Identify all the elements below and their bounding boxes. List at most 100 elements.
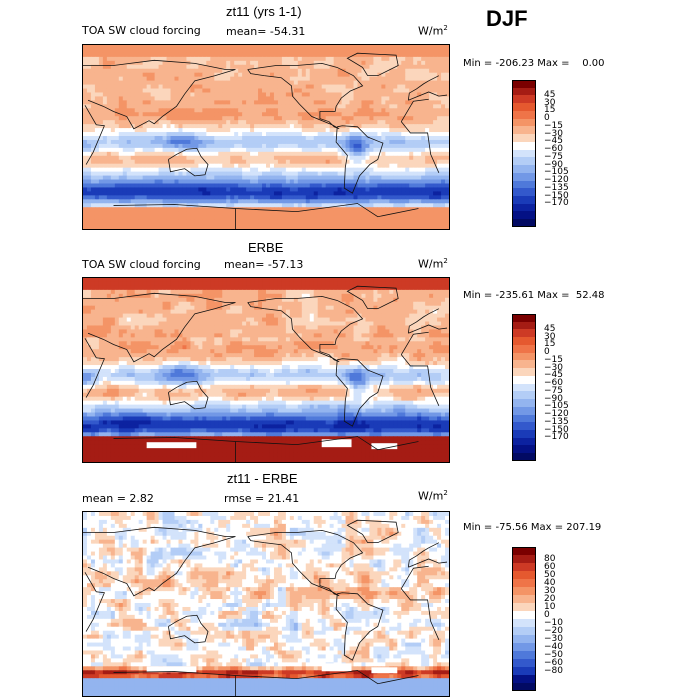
map-cell <box>357 76 362 82</box>
map-cell <box>425 80 430 86</box>
map-cell <box>130 68 136 74</box>
map-cell <box>90 56 96 62</box>
map-cell <box>329 301 335 307</box>
map-cell <box>313 56 319 62</box>
map-cell <box>122 175 128 181</box>
map-cell <box>437 171 442 177</box>
map-cell <box>385 147 390 153</box>
map-cell <box>313 155 319 161</box>
map-cell <box>445 104 449 109</box>
map-cell <box>98 215 104 220</box>
map-cell <box>102 68 108 74</box>
map-cell <box>114 128 120 133</box>
map-cell <box>437 281 442 287</box>
map-cell <box>409 88 414 93</box>
map-cell <box>273 179 279 184</box>
map-cell <box>130 52 136 58</box>
map-cell <box>214 281 219 287</box>
map-cell <box>437 116 442 121</box>
map-cell <box>293 211 299 216</box>
map-cell <box>421 211 426 216</box>
map-cell <box>258 289 263 295</box>
map-cell <box>222 52 227 58</box>
map-cell <box>417 56 422 62</box>
map-cell <box>413 143 418 149</box>
map-cell <box>369 179 374 184</box>
map-cell <box>405 215 410 220</box>
map-cell <box>377 167 382 173</box>
map-cell <box>369 124 374 129</box>
map-cell <box>373 124 378 129</box>
map-cell <box>425 175 430 181</box>
map-cell <box>258 293 263 299</box>
map-cell <box>377 92 382 97</box>
map-cell <box>250 163 255 169</box>
map-cell <box>83 155 88 161</box>
map-cell <box>83 278 88 283</box>
map-cell <box>413 179 418 184</box>
map-cell <box>361 92 366 97</box>
map-cell <box>266 175 271 181</box>
map-cell <box>325 155 331 161</box>
map-cell <box>210 207 215 212</box>
map-cell <box>305 159 311 165</box>
map-cell <box>341 88 347 93</box>
map-cell <box>445 84 449 90</box>
map-cell <box>349 128 355 133</box>
map-cell <box>301 132 307 137</box>
map-cell <box>433 211 438 216</box>
map-cell <box>222 278 227 283</box>
map-cell <box>194 151 199 157</box>
map-cell <box>246 84 251 90</box>
map-cell <box>281 219 287 224</box>
map-cell <box>385 203 390 208</box>
map-cell <box>190 223 195 228</box>
map-cell <box>393 215 398 220</box>
map-cell <box>381 52 386 58</box>
map-cell <box>381 120 386 125</box>
map-cell <box>242 179 247 184</box>
map-cell <box>106 301 112 307</box>
map-cell <box>122 211 128 216</box>
map-cell <box>429 120 434 125</box>
map-cell <box>337 301 343 307</box>
map-cell <box>198 80 203 86</box>
map-cell <box>206 191 211 196</box>
map-cell <box>321 84 327 90</box>
map-cell <box>130 72 136 78</box>
map-cell <box>269 289 275 295</box>
map-cell <box>94 116 100 121</box>
map-cell <box>230 285 235 291</box>
map-cell <box>429 88 434 93</box>
map-cell <box>273 136 279 141</box>
map-cell <box>289 45 295 50</box>
map-cell <box>242 116 247 121</box>
map-cell <box>94 100 100 105</box>
map-cell <box>150 108 156 113</box>
map-cell <box>341 179 347 184</box>
map-cell <box>421 215 426 220</box>
map-cell <box>301 195 307 200</box>
map-cell <box>413 56 418 62</box>
map-cell <box>170 80 175 86</box>
map-cell <box>110 124 116 129</box>
map-cell <box>246 281 251 287</box>
map-cell <box>409 124 414 129</box>
map-cell <box>333 163 339 169</box>
map-cell <box>114 92 120 97</box>
map-cell <box>281 195 287 200</box>
map-cell <box>349 56 355 62</box>
map-cell <box>393 112 398 117</box>
map-cell <box>425 52 430 58</box>
colorbar-swatch <box>512 211 536 220</box>
map-cell <box>425 76 430 82</box>
map-cell <box>337 80 343 86</box>
map-cell <box>146 207 152 212</box>
map-cell <box>262 84 267 90</box>
map-cell <box>86 52 92 58</box>
map-cell <box>441 293 446 299</box>
map-cell <box>417 183 422 188</box>
map-cell <box>182 108 187 113</box>
map-cell <box>317 293 323 299</box>
map-cell <box>170 297 175 303</box>
